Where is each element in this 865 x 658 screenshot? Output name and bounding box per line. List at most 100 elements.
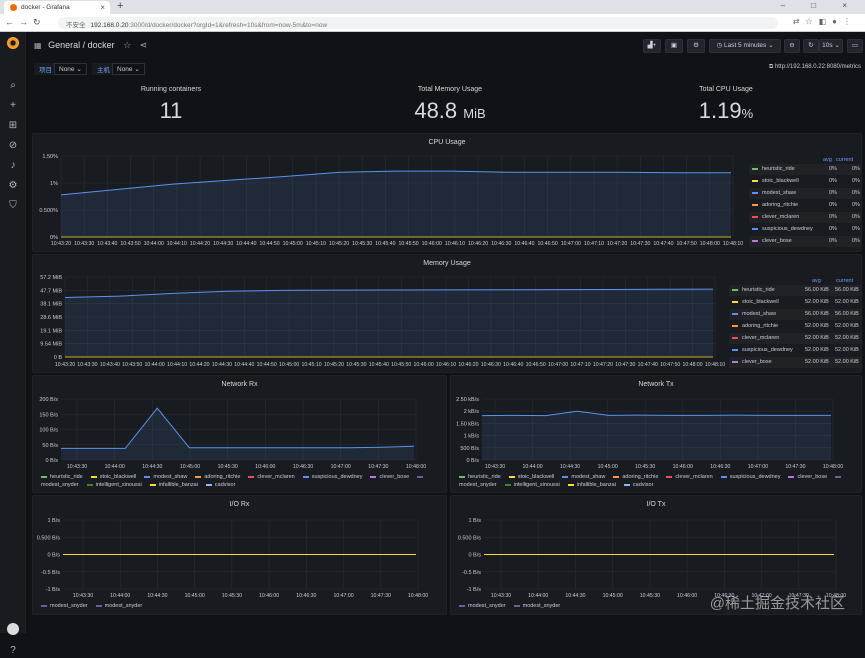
add-panel-icon[interactable]: ▟+ bbox=[643, 39, 661, 53]
star-icon[interactable]: ☆ bbox=[123, 40, 132, 50]
legend-row[interactable]: adoring_ritchie 0% 0% bbox=[749, 200, 861, 211]
time-picker-button[interactable]: ◷ Last 5 minutes ⌄ bbox=[709, 39, 781, 53]
y-tick-label: 1.50% bbox=[42, 154, 58, 160]
share-icon[interactable]: ⋖ bbox=[139, 40, 148, 50]
legend-item[interactable]: clever_mclaren bbox=[248, 474, 295, 480]
dashboard-name[interactable]: docker bbox=[87, 40, 115, 50]
legend-row[interactable]: adoring_ritchie 52.00 KiB 52.00 KiB bbox=[729, 321, 861, 332]
x-tick-label: 10:44:50 bbox=[259, 241, 279, 247]
close-tab-icon[interactable]: × bbox=[100, 3, 105, 12]
panel-title[interactable]: I/O Rx bbox=[229, 501, 250, 508]
x-tick-label: 10:46:00 bbox=[414, 362, 434, 368]
grafana-logo-icon[interactable] bbox=[7, 37, 19, 49]
legend-row[interactable]: stoic_blackwell 52.00 KiB 52.00 KiB bbox=[729, 297, 861, 308]
metrics-link[interactable]: ⧉ http://192.168.0.22:8080/metrics bbox=[769, 64, 861, 71]
legend-item[interactable]: modest_snyder bbox=[459, 603, 506, 609]
legend-item[interactable]: infallible_banzai bbox=[149, 482, 198, 488]
legend-item[interactable]: infallible_banzai bbox=[567, 482, 616, 488]
legend-row[interactable]: suspicious_dewdney 0% 0% bbox=[749, 224, 861, 235]
window-controls[interactable]: – □ × bbox=[780, 1, 859, 10]
legend-item[interactable]: suspicious_dewdney bbox=[720, 474, 780, 480]
legend-item[interactable]: heuristic_ride bbox=[41, 474, 83, 480]
legend-item[interactable]: clever_bose bbox=[788, 474, 827, 480]
extension-icons[interactable]: ⇄☆◧●⋮ bbox=[793, 17, 857, 26]
legend-item[interactable]: suspicious_dewdney bbox=[302, 474, 362, 480]
legend-row[interactable]: heuristic_ride 0% 0% bbox=[749, 164, 861, 175]
legend-item[interactable]: clever_bose bbox=[370, 474, 409, 480]
legend-item[interactable]: adoring_ritchie bbox=[613, 474, 658, 480]
legend-item[interactable]: intelligent_sinoussi bbox=[504, 482, 560, 488]
legend-series-name: adoring_ritchie bbox=[622, 474, 659, 480]
legend-item[interactable]: stoic_blackwell bbox=[508, 474, 554, 480]
legend-avg-value: 0% bbox=[829, 178, 837, 184]
legend-row[interactable]: clever_mclaren 52.00 KiB 52.00 KiB bbox=[729, 333, 861, 344]
dashboards-icon[interactable]: ⊞ bbox=[8, 120, 18, 131]
panel-title[interactable]: I/O Tx bbox=[646, 501, 666, 508]
zoom-out-icon[interactable]: ⊖ bbox=[784, 39, 800, 53]
legend-row[interactable]: stoic_blackwell 0% 0% bbox=[749, 176, 861, 187]
project-variable-select[interactable]: None ⌄ bbox=[54, 63, 87, 75]
x-tick-label: 10:47:20 bbox=[593, 362, 613, 368]
panel-title[interactable]: Network Rx bbox=[221, 381, 258, 388]
shield-icon[interactable]: ⛉ bbox=[9, 200, 17, 211]
legend-row[interactable]: clever_bose 0% 0% bbox=[749, 236, 861, 247]
url-field[interactable]: 不安全 192.168.0.20:3000/d/docker/docker?org… bbox=[58, 17, 778, 29]
legend-item[interactable]: heuristic_ride bbox=[459, 474, 501, 480]
refresh-icon[interactable]: ↻ bbox=[803, 39, 819, 53]
memory-usage-panel[interactable]: Memory Usage 0 B 9.54 MiB 19.1 MiB 28.6 MiB… bbox=[32, 254, 862, 373]
io-rx-panel[interactable]: I/O Rx -1 B/s -0.5 B/s 0 B/s 0.500 B/s 1 B/s… bbox=[32, 495, 447, 615]
breadcrumb-folder[interactable]: General bbox=[48, 40, 81, 50]
legend-item[interactable]: cadvisor bbox=[623, 482, 653, 488]
legend-item[interactable]: modest_snyder bbox=[41, 603, 88, 609]
legend-item[interactable]: modest_snyder bbox=[41, 474, 426, 488]
panel-title[interactable]: Memory Usage bbox=[423, 260, 471, 267]
io-tx-panel[interactable]: I/O Tx -1 B/s -0.5 B/s 0 B/s 0.500 B/s 1 B/s… bbox=[450, 495, 862, 615]
search-icon[interactable]: ⌕ bbox=[10, 80, 16, 91]
gear-icon[interactable]: ⚙ bbox=[8, 180, 18, 191]
legend-item[interactable]: stoic_blackwell bbox=[90, 474, 136, 480]
refresh-interval-label: 10s bbox=[822, 42, 833, 49]
legend-swatch bbox=[567, 483, 574, 486]
plus-icon[interactable]: + bbox=[10, 100, 16, 111]
legend-row[interactable]: suspicious_dewdney 52.00 KiB 52.00 KiB bbox=[729, 345, 861, 356]
legend-item[interactable]: modest_shaw bbox=[562, 474, 605, 480]
nav-buttons[interactable]: ←→↻ bbox=[5, 17, 46, 28]
legend-row[interactable]: clever_bose 52.00 KiB 52.00 KiB bbox=[729, 357, 861, 368]
host-variable-select[interactable]: None ⌄ bbox=[112, 63, 145, 75]
legend-item[interactable]: modest_snyder bbox=[513, 603, 560, 609]
legend-row[interactable]: clever_mclaren 0% 0% bbox=[749, 212, 861, 223]
dashboard-grid-icon: ▦ bbox=[34, 41, 42, 50]
panel-title[interactable]: Network Tx bbox=[638, 381, 674, 388]
legend-item[interactable]: clever_mclaren bbox=[666, 474, 713, 480]
network-tx-panel[interactable]: Network Tx 0 B/s 500 B/s 1 kB/s 1.50 kB/s 2 … bbox=[450, 375, 862, 493]
legend-row[interactable]: modest_shaw 0% 0% bbox=[749, 188, 861, 199]
new-tab-icon[interactable]: + bbox=[117, 0, 124, 12]
cpu-usage-panel[interactable]: CPU Usage 0% 0.500% 1% 1.50% 10:43:20 10:43:3… bbox=[32, 133, 862, 252]
settings-gear-icon[interactable]: ⚙ bbox=[687, 39, 705, 53]
refresh-interval-picker[interactable]: 10s ⌄ bbox=[819, 39, 843, 53]
alerting-bell-icon[interactable]: ♪ bbox=[10, 160, 16, 171]
legend-item[interactable]: modest_snyder bbox=[459, 474, 844, 488]
x-tick-label: 10:45:30 bbox=[635, 464, 655, 470]
help-icon[interactable]: ? bbox=[10, 645, 16, 656]
avatar[interactable] bbox=[7, 623, 19, 635]
x-tick-label: 10:44:10 bbox=[167, 362, 187, 368]
legend-row[interactable]: heuristic_ride 56.00 KiB 56.00 KiB bbox=[729, 285, 861, 296]
chevron-down-icon: ⌄ bbox=[834, 42, 840, 49]
tv-mode-icon[interactable]: ▭ bbox=[847, 39, 863, 53]
network-rx-panel[interactable]: Network Rx 0 B/s 50 B/s 100 B/s 150 B/s 200 … bbox=[32, 375, 447, 493]
legend-item[interactable]: modest_snyder bbox=[95, 603, 142, 609]
running-containers-stat: Running containers 11 bbox=[30, 81, 312, 131]
y-tick-label: 57.2 MiB bbox=[40, 275, 62, 281]
legend-item[interactable]: intelligent_sinoussi bbox=[86, 482, 142, 488]
legend-item[interactable]: modest_shaw bbox=[144, 474, 187, 480]
panel-title[interactable]: CPU Usage bbox=[428, 139, 466, 146]
legend-current-value: 52.00 KiB bbox=[835, 323, 859, 329]
legend-series-name: suspicious_dewdney bbox=[762, 226, 813, 232]
legend-item[interactable]: cadvisor bbox=[205, 482, 235, 488]
explore-compass-icon[interactable]: ⊘ bbox=[8, 140, 18, 151]
legend-item[interactable]: adoring_ritchie bbox=[195, 474, 240, 480]
save-icon[interactable]: ▣ bbox=[665, 39, 683, 53]
legend-row[interactable]: modest_shaw 56.00 KiB 56.00 KiB bbox=[729, 309, 861, 320]
browser-tab[interactable]: docker - Grafana × bbox=[4, 1, 110, 14]
